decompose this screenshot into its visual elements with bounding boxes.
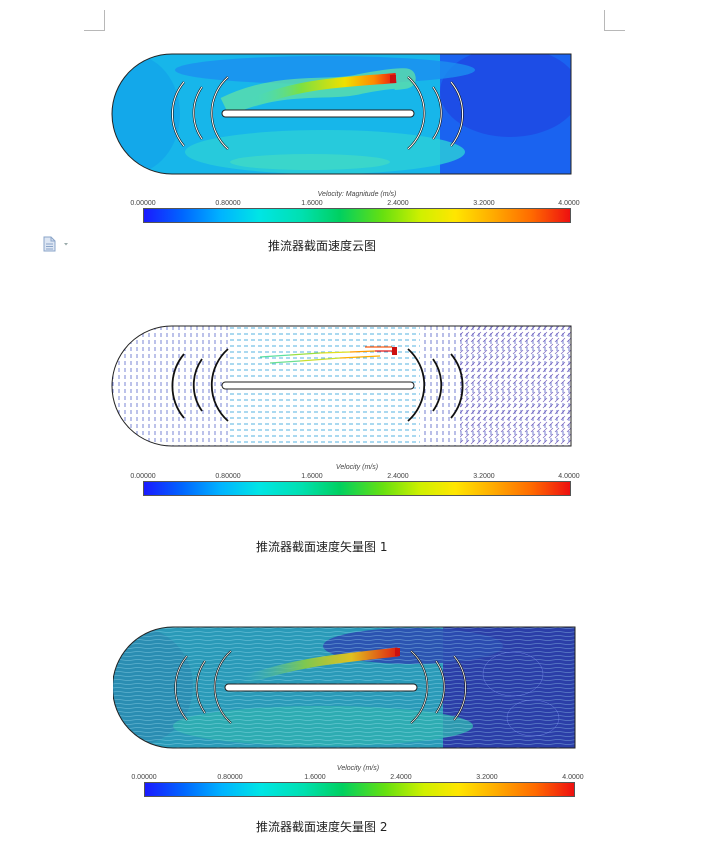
figure-caption: 推流器截面速度云图: [268, 239, 377, 253]
colorbar-tick: 4.0000: [558, 473, 580, 480]
colorbar-tick: 0.00000: [131, 774, 157, 781]
colorbar: [143, 481, 571, 496]
colorbar-tick: 0.80000: [217, 774, 243, 781]
colorbar-tick: 3.2000: [476, 774, 498, 781]
colorbar-tick: 0.00000: [130, 200, 156, 207]
colorbar-title: Velocity (m/s): [335, 464, 379, 471]
colorbar-tick: 1.6000: [301, 200, 323, 207]
colorbar-title: Velocity (m/s): [336, 765, 380, 772]
colorbar-tick: 1.6000: [304, 774, 326, 781]
colorbar-title: Velocity: Magnitude (m/s): [317, 191, 397, 198]
colorbar-tick: 1.6000: [301, 473, 323, 480]
streamline-plot: [112, 626, 576, 749]
page-corner-mark-top-left: [84, 10, 105, 31]
page-corner-mark-top-right: [604, 10, 625, 31]
colorbar-tick: 0.80000: [215, 200, 241, 207]
colorbar-tick: 3.2000: [473, 200, 495, 207]
colorbar: [143, 208, 571, 223]
figure-caption: 推流器截面速度矢量图 1: [256, 540, 388, 554]
colorbar-tick: 2.4000: [390, 774, 412, 781]
colorbar-tick: 2.4000: [387, 200, 409, 207]
vector-plot: [111, 325, 572, 447]
figure-velocity-vector-1: [110, 325, 576, 454]
colorbar-tick: 2.4000: [387, 473, 409, 480]
colorbar-tick: 3.2000: [473, 473, 495, 480]
figure-velocity-contour: [110, 52, 576, 183]
chevron-down-icon: [64, 243, 68, 246]
colorbar-tick: 0.80000: [215, 473, 241, 480]
colorbar: [144, 782, 575, 797]
colorbar-tick: 4.0000: [558, 200, 580, 207]
colorbar-tick: 4.0000: [562, 774, 584, 781]
figure-velocity-vector-2: [112, 626, 579, 755]
figure-caption: 推流器截面速度矢量图 2: [256, 820, 388, 834]
paste-options-button[interactable]: [43, 236, 71, 252]
colorbar-tick: 0.00000: [130, 473, 156, 480]
document-icon: [43, 236, 68, 252]
contour-plot: [111, 53, 572, 175]
